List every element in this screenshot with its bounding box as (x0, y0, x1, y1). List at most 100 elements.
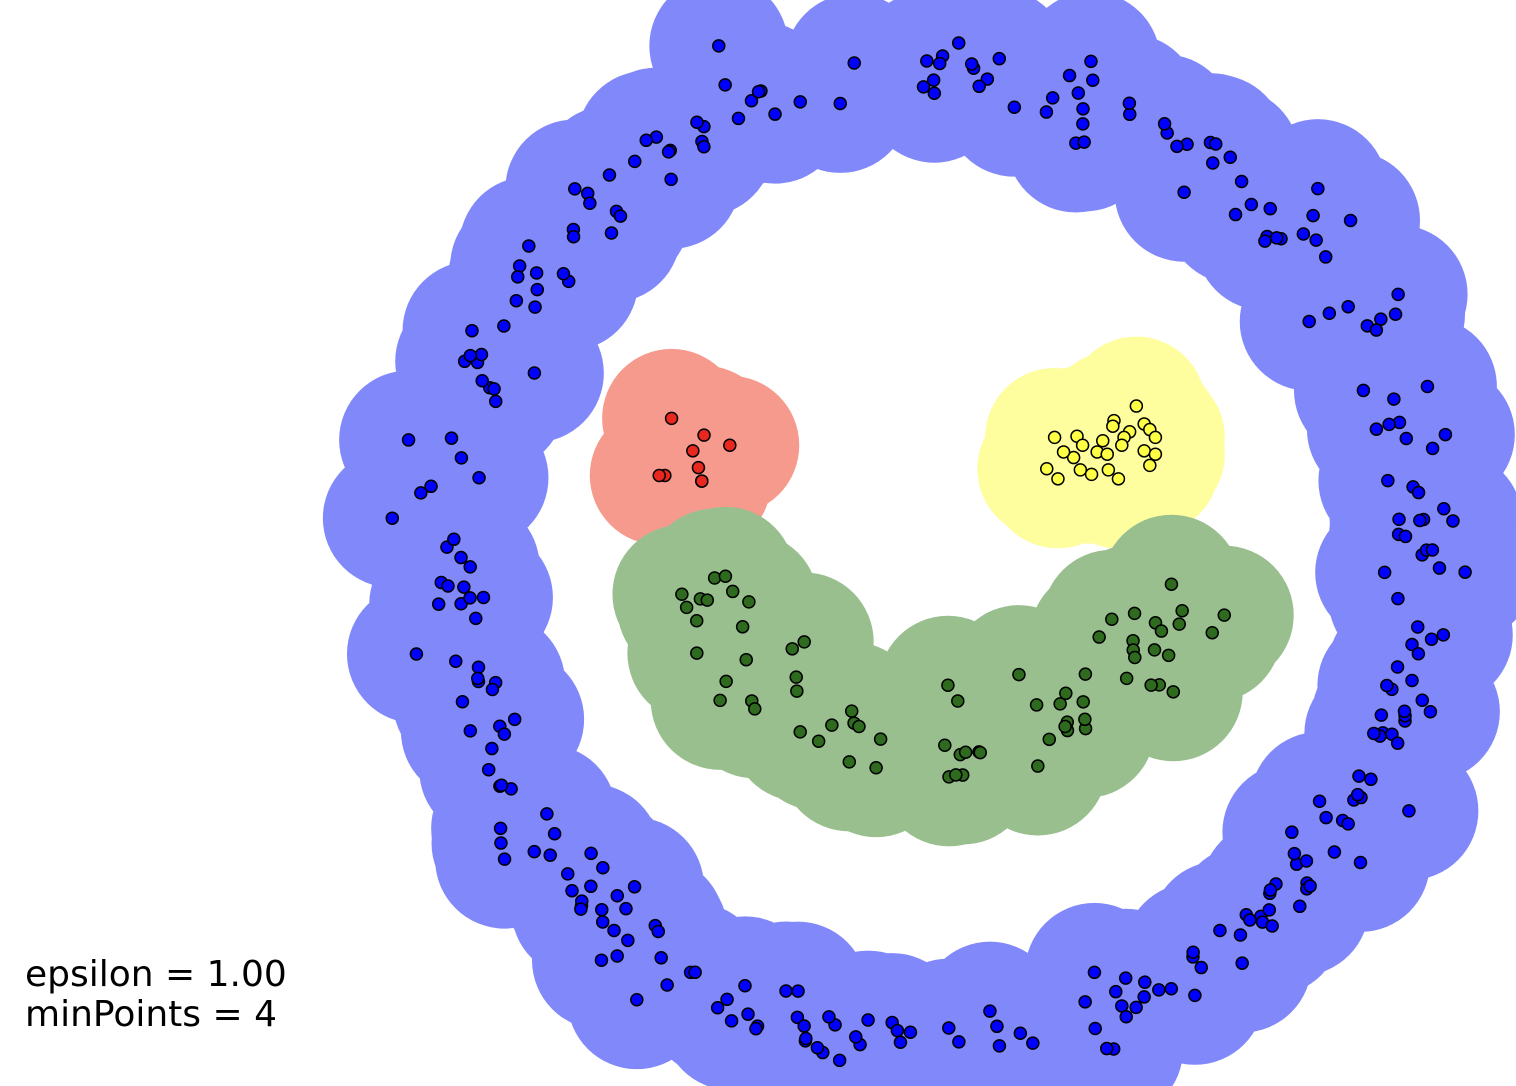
data-point (447, 532, 461, 547)
data-point (1119, 1009, 1133, 1024)
data-point (1138, 975, 1152, 989)
data-point (1424, 632, 1439, 646)
data-point (401, 433, 416, 447)
data-point (1437, 501, 1451, 516)
data-point (509, 293, 524, 308)
data-point (1175, 603, 1189, 618)
data-point (660, 978, 674, 992)
data-point (1377, 565, 1392, 580)
data-point (1327, 845, 1342, 859)
data-point (1234, 174, 1249, 189)
data-point (1166, 685, 1181, 699)
data-point (1111, 472, 1126, 486)
data-point (1311, 181, 1325, 196)
data-point (790, 1010, 805, 1025)
data-point (1062, 68, 1077, 83)
data-point (476, 590, 491, 605)
data-point (712, 39, 726, 53)
data-point (463, 724, 478, 738)
data-point (1144, 678, 1158, 692)
data-point (793, 725, 807, 739)
data-point (1425, 543, 1440, 557)
data-point (1066, 450, 1081, 465)
data-point (785, 642, 800, 656)
data-point (691, 460, 706, 475)
cluster-points-mouth (675, 569, 1232, 784)
data-point (1374, 708, 1389, 722)
data-point (972, 79, 986, 94)
cluster-region-mouth (612, 506, 1294, 847)
data-point (424, 479, 438, 494)
data-point (1164, 981, 1179, 996)
data-point (465, 323, 479, 338)
data-point (488, 394, 503, 409)
data-point (1390, 736, 1405, 750)
data-point (613, 209, 628, 223)
data-point (1381, 473, 1395, 488)
data-point (583, 196, 597, 210)
data-point (679, 600, 694, 615)
data-point (941, 678, 955, 692)
data-point (493, 821, 508, 836)
data-point (790, 684, 804, 698)
data-point (1299, 854, 1314, 868)
data-point (1397, 704, 1412, 719)
data-point (510, 270, 525, 284)
data-point (463, 348, 478, 363)
data-point (1265, 919, 1279, 933)
data-point (568, 182, 582, 196)
data-point (639, 133, 653, 148)
data-point (1106, 419, 1120, 433)
data-point (1188, 988, 1202, 1003)
data-point (791, 984, 805, 998)
data-point (527, 366, 542, 380)
data-point (1420, 379, 1435, 394)
data-point (1129, 399, 1144, 413)
data-point (1092, 630, 1106, 644)
data-point (1076, 102, 1090, 116)
data-point (1303, 879, 1317, 893)
data-point (651, 924, 666, 939)
data-point (607, 923, 621, 938)
data-point (487, 382, 501, 396)
data-point (697, 140, 711, 154)
data-point (869, 760, 883, 775)
data-point (916, 80, 931, 94)
data-point (1029, 698, 1044, 712)
data-point (507, 712, 522, 727)
data-point (1164, 577, 1179, 591)
data-point (630, 992, 644, 1007)
data-point (1398, 529, 1413, 544)
data-point (472, 471, 486, 485)
data-point (718, 78, 732, 92)
data-point (720, 992, 734, 1007)
data-point (652, 468, 666, 483)
data-point (1007, 100, 1022, 114)
data-point (1137, 990, 1151, 1004)
data-point (1118, 971, 1133, 985)
data-point (951, 694, 965, 708)
data-point (475, 373, 489, 388)
data-point (574, 902, 588, 916)
data-point (689, 614, 704, 628)
data-point (610, 889, 625, 903)
data-point (992, 1039, 1007, 1053)
data-point (1101, 463, 1116, 477)
data-point (664, 411, 679, 426)
data-point (1056, 445, 1071, 459)
data-point (842, 755, 857, 769)
data-point (529, 266, 544, 280)
data-point (1312, 794, 1327, 809)
data-point (1392, 512, 1406, 527)
data-point (751, 84, 766, 99)
data-point (596, 861, 610, 875)
data-point (485, 741, 499, 756)
data-point (1341, 817, 1355, 831)
data-point (1233, 928, 1248, 942)
data-point (779, 984, 793, 998)
data-point (1172, 617, 1186, 631)
data-point (1058, 719, 1072, 734)
data-point (690, 646, 704, 660)
data-point (654, 951, 668, 965)
data-point (454, 550, 468, 565)
